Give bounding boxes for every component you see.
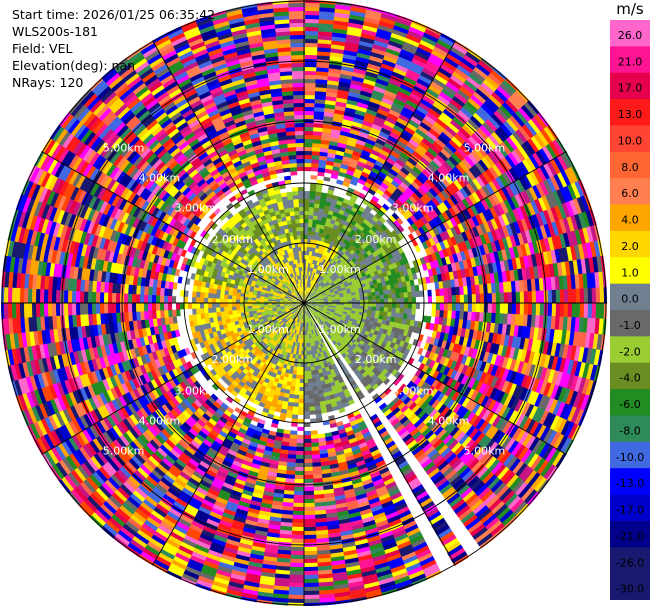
- range-ring-label: 1.00km: [247, 263, 289, 276]
- colorbar-swatch: [610, 125, 650, 153]
- colorbar-swatch: [610, 257, 650, 285]
- colorbar-tick-label: 1.0: [621, 266, 639, 279]
- colorbar-tick-label: -4.0: [619, 372, 640, 385]
- azimuth-line: [41, 302, 305, 455]
- colorbar-tick-label: -17.0: [616, 504, 644, 517]
- colorbar-swatch: [610, 547, 650, 575]
- range-ring-label: 1.00km: [319, 263, 361, 276]
- radar-ppi-plot: 1.00km 1.00km 1.00km 1.00km 2.00km 2.00km 2.00…: [0, 0, 608, 607]
- colorbar-tick-label: -6.0: [619, 398, 640, 411]
- colorbar-swatch: [610, 310, 650, 337]
- azimuth-line: [152, 302, 305, 566]
- colorbar-tick-label: 4.0: [621, 214, 639, 227]
- colorbar-swatch: [610, 99, 650, 126]
- range-ring-label: 3.00km: [175, 202, 217, 215]
- azimuth-line: [303, 302, 567, 455]
- colorbar-tick-label: -8.0: [619, 424, 640, 437]
- range-ring: [183, 182, 425, 424]
- range-ring-label: 4.00km: [139, 414, 181, 427]
- colorbar-tick-label: 26.0: [618, 29, 643, 42]
- range-ring-label: 3.00km: [175, 384, 217, 397]
- azimuth-line: [303, 302, 456, 566]
- colorbar-tick-label: -26.0: [616, 556, 644, 569]
- range-ring-label: 4.00km: [428, 172, 470, 185]
- range-ring-label: 1.00km: [319, 323, 361, 336]
- colorbar-swatch: [610, 415, 650, 443]
- colorbar-swatch: [610, 178, 650, 206]
- range-ring-label: 2.00km: [212, 353, 254, 366]
- colorbar-swatch: [610, 441, 650, 469]
- colorbar-tick-label: -13.0: [616, 477, 644, 490]
- range-ring-label: 5.00km: [103, 444, 145, 457]
- colorbar-tick-label: 13.0: [618, 108, 643, 121]
- range-ring-label: 3.00km: [392, 202, 434, 215]
- colorbar-tick-label: -30.0: [616, 583, 644, 596]
- colorbar-swatch: [610, 468, 650, 496]
- colorbar-swatch: [610, 389, 650, 416]
- colorbar-swatch: [610, 494, 650, 522]
- range-ring-label: 4.00km: [139, 172, 181, 185]
- range-ring-label: 1.00km: [247, 323, 289, 336]
- colorbar-tick-label: 0.0: [621, 293, 639, 306]
- start-time-label: Start time: 2026/01/25 06:35:42: [12, 7, 216, 22]
- colorbar-tick-label: 21.0: [618, 55, 643, 68]
- colorbar-tick-label: -21.0: [616, 530, 644, 543]
- colorbar-tick-label: 6.0: [621, 187, 639, 200]
- range-ring-label: 5.00km: [464, 444, 506, 457]
- colorbar-swatch: [610, 362, 650, 390]
- range-ring-label: 4.00km: [428, 414, 470, 427]
- colorbar-swatch: [610, 336, 650, 364]
- nrays-label: NRays: 120: [12, 75, 84, 90]
- colorbar-swatch: [610, 204, 650, 232]
- range-ring-label: 2.00km: [355, 353, 397, 366]
- colorbar-tick-label: 8.0: [621, 161, 639, 174]
- range-ring-label: 5.00km: [464, 142, 506, 155]
- field-label: Field: VEL: [12, 41, 73, 56]
- azimuth-line: [41, 151, 305, 304]
- range-ring: [61, 60, 547, 546]
- colorbar-swatch: [610, 230, 650, 258]
- colorbar-swatch: [610, 573, 650, 600]
- range-ring-label: 3.00km: [392, 384, 434, 397]
- colorbar-tick-label: -10.0: [616, 451, 644, 464]
- colorbar-unit: m/s: [616, 0, 644, 18]
- colorbar-tick-label: -2.0: [619, 345, 640, 358]
- azimuth-line: [303, 151, 567, 304]
- range-ring-label: 2.00km: [212, 233, 254, 246]
- range-ring: [243, 242, 365, 364]
- polar-grid: 1.00km 1.00km 1.00km 1.00km 2.00km 2.00km 2.00…: [1, 0, 607, 606]
- range-ring: [1, 0, 607, 606]
- azimuth-line: [152, 40, 305, 304]
- colorbar-swatch: [610, 20, 650, 47]
- colorbar-tick-label: 2.0: [621, 240, 639, 253]
- colorbar-swatch: [610, 520, 650, 548]
- azimuth-line: [303, 40, 456, 304]
- colorbar-tick-label: 17.0: [618, 82, 643, 95]
- colorbar-swatch: [610, 151, 650, 179]
- colorbar-tick-label: 10.0: [618, 134, 643, 147]
- plot-info: Start time: 2026/01/25 06:35:42 WLS200s-…: [12, 6, 215, 91]
- range-ring-label: 5.00km: [103, 142, 145, 155]
- colorbar-swatch: [610, 283, 650, 311]
- elevation-label: Elevation(deg): nan: [12, 58, 136, 73]
- range-ring-label: 2.00km: [355, 233, 397, 246]
- colorbar-swatch: [610, 46, 650, 74]
- radar-gates: [0, 0, 608, 607]
- colorbar-swatch: [610, 72, 650, 100]
- instrument-label: WLS200s-181: [12, 24, 98, 39]
- colorbar-tick-label: -1.0: [619, 319, 640, 332]
- range-ring: [121, 120, 487, 486]
- velocity-colorbar: 26.0 21.0 17.0 13.0 10.0 8.0 6.0 4.0 2.0 1.0 0.0 -1…: [610, 20, 650, 600]
